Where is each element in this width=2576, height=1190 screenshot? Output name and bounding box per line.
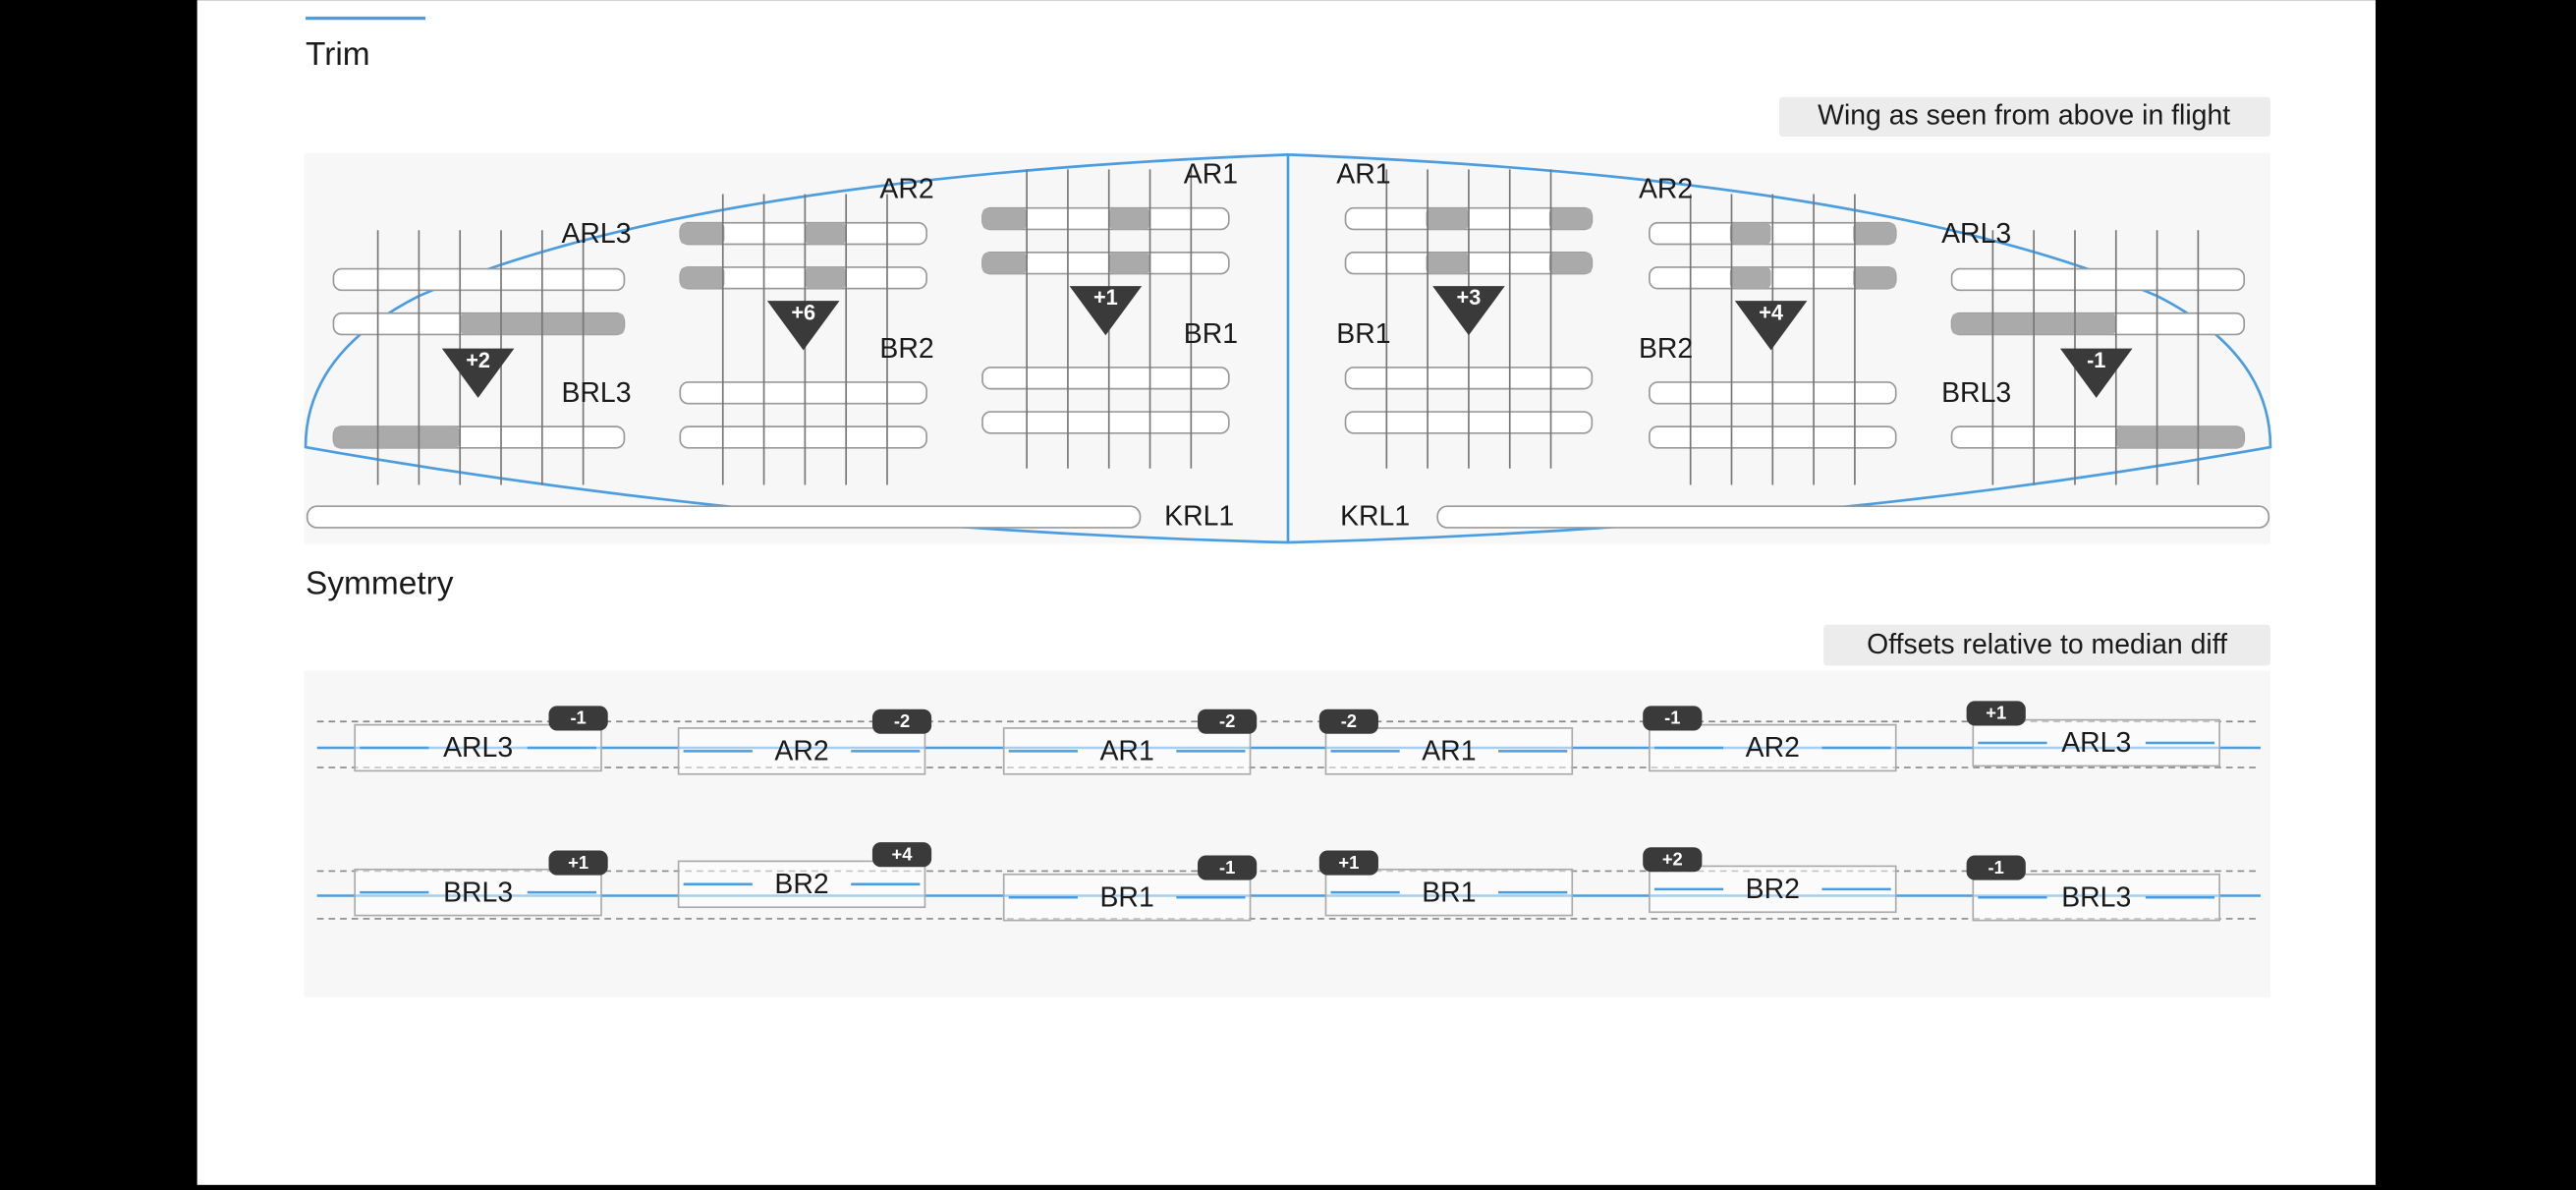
- trim-highlight: [981, 207, 1028, 230]
- trim-highlight: [1426, 252, 1469, 274]
- offset-badge: [1318, 708, 1378, 734]
- trim-highlight: [1426, 207, 1469, 230]
- trim-value: +6: [791, 300, 815, 324]
- line-label: AR1: [1184, 159, 1238, 191]
- offset-badge: [1966, 701, 2026, 726]
- trim-highlight: [981, 252, 1028, 274]
- offset-value: -1: [1219, 857, 1235, 878]
- offset-value: -2: [894, 710, 910, 731]
- line-bar: [332, 267, 626, 292]
- offset-badge: [548, 850, 608, 876]
- offset-label: BR1: [1422, 877, 1476, 908]
- offset-badge: [1198, 708, 1258, 734]
- trim-highlight: [680, 266, 725, 289]
- note: Wing as seen from above in flight: [1818, 99, 2230, 131]
- offset-value: -1: [570, 708, 586, 728]
- line-label: AR2: [1639, 174, 1693, 205]
- line-label: AR2: [879, 174, 933, 205]
- offset-badge: [871, 842, 932, 868]
- line-label: BR2: [879, 333, 933, 365]
- offset-label: BR2: [1746, 874, 1800, 905]
- trim-highlight: [1729, 222, 1771, 245]
- keel-label: KRL1: [1340, 500, 1410, 532]
- line-bar: [981, 411, 1230, 434]
- offset-label: BRL3: [443, 877, 513, 908]
- keel-label: KRL1: [1164, 500, 1234, 532]
- offset-badge: [1318, 850, 1378, 876]
- offset-value: +1: [1986, 703, 2006, 723]
- trim-highlight: [1853, 266, 1896, 289]
- note: Offsets relative to median diff: [1867, 629, 2227, 660]
- trim-highlight: [1108, 252, 1150, 274]
- line-label: BRL3: [1941, 377, 2011, 409]
- offset-label: BR1: [1099, 881, 1153, 913]
- offset-badge: [1643, 706, 1703, 731]
- line-label: BRL3: [561, 377, 631, 409]
- offset-label: ARL3: [2061, 727, 2131, 759]
- offset-label: ARL3: [443, 732, 513, 764]
- offset-value: +1: [1338, 852, 1359, 873]
- trim-value: +4: [1759, 300, 1783, 324]
- offset-label: AR1: [1099, 736, 1153, 767]
- offset-label: BRL3: [2061, 881, 2131, 913]
- line-label: AR1: [1336, 159, 1390, 191]
- line-bar: [1950, 267, 2246, 292]
- line-label: BR2: [1639, 333, 1693, 365]
- offset-badge: [871, 708, 932, 734]
- offset-value: +2: [1662, 848, 1683, 869]
- symmetry-panel: [304, 670, 2270, 998]
- offset-value: -1: [1988, 857, 2004, 878]
- trim-value: +2: [466, 348, 490, 372]
- line-bar: [679, 425, 927, 449]
- trim-value: +1: [1093, 285, 1118, 310]
- offset-value: -2: [1219, 710, 1235, 731]
- trim-value: +3: [1457, 285, 1482, 310]
- offset-label: AR2: [774, 736, 828, 767]
- trim-highlight: [333, 426, 461, 448]
- trim-highlight: [1548, 207, 1593, 230]
- offset-badge: [1966, 855, 2026, 880]
- offset-badge: [548, 706, 608, 731]
- offset-value: +4: [892, 843, 914, 864]
- line-bar: [679, 381, 927, 405]
- trim-highlight: [680, 222, 725, 245]
- trim-marker: [1069, 286, 1143, 336]
- offset-label: AR1: [1422, 736, 1476, 767]
- trim-marker: [1432, 286, 1505, 336]
- trim-marker: [766, 301, 840, 351]
- line-label: BR1: [1336, 318, 1390, 350]
- trim-highlight: [1548, 252, 1593, 274]
- note-box: [1778, 96, 2270, 137]
- keel-bar: [306, 505, 1142, 529]
- section-title: Trim: [306, 36, 370, 73]
- trim-highlight: [805, 266, 847, 289]
- offset-badge: [1643, 847, 1703, 873]
- offset-label: BR2: [774, 869, 828, 900]
- trim-highlight: [805, 222, 847, 245]
- trim-highlight: [1108, 207, 1150, 230]
- line-label: ARL3: [1941, 218, 2011, 250]
- trim-marker: [2059, 348, 2133, 398]
- keel-bar: [1436, 505, 2270, 529]
- trim-marker: [441, 348, 515, 398]
- offset-badge: [1198, 855, 1258, 880]
- trim-highlight: [1729, 266, 1771, 289]
- line-bar: [981, 367, 1230, 390]
- offset-value: -1: [1664, 708, 1680, 728]
- trim-highlight: [1853, 222, 1896, 245]
- trim-highlight: [2115, 426, 2245, 448]
- section-title: Symmetry: [306, 565, 454, 601]
- trim-marker: [1734, 301, 1808, 351]
- offset-value: -2: [1341, 710, 1357, 731]
- trim-value: -1: [2087, 348, 2105, 372]
- line-label: ARL3: [561, 218, 631, 250]
- line-label: BR1: [1184, 318, 1238, 350]
- offset-value: +1: [568, 852, 588, 873]
- note-box: [1823, 624, 2270, 666]
- offset-label: AR2: [1746, 732, 1800, 764]
